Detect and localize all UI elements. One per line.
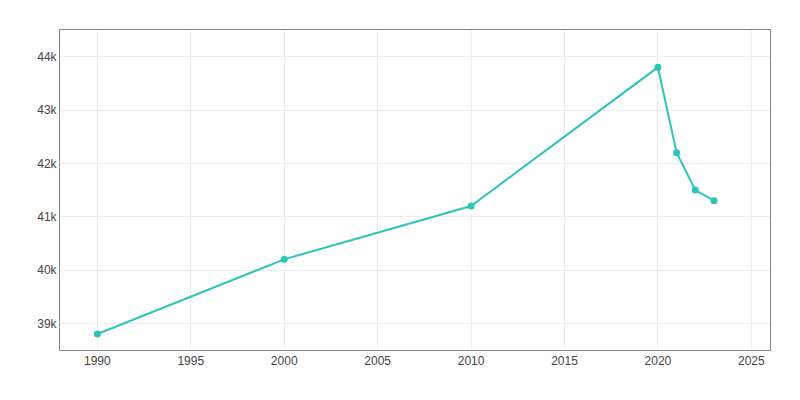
svg-text:2010: 2010 — [458, 354, 485, 368]
svg-text:39k: 39k — [37, 317, 57, 331]
svg-text:2000: 2000 — [271, 354, 298, 368]
svg-text:2020: 2020 — [645, 354, 672, 368]
svg-text:42k: 42k — [37, 157, 57, 171]
svg-text:40k: 40k — [37, 263, 57, 277]
svg-text:43k: 43k — [37, 103, 57, 117]
svg-text:1990: 1990 — [84, 354, 111, 368]
svg-text:44k: 44k — [37, 50, 57, 64]
svg-text:41k: 41k — [37, 210, 57, 224]
svg-text:2005: 2005 — [364, 354, 391, 368]
svg-text:2015: 2015 — [551, 354, 578, 368]
svg-text:1995: 1995 — [177, 354, 204, 368]
svg-text:2025: 2025 — [738, 354, 765, 368]
